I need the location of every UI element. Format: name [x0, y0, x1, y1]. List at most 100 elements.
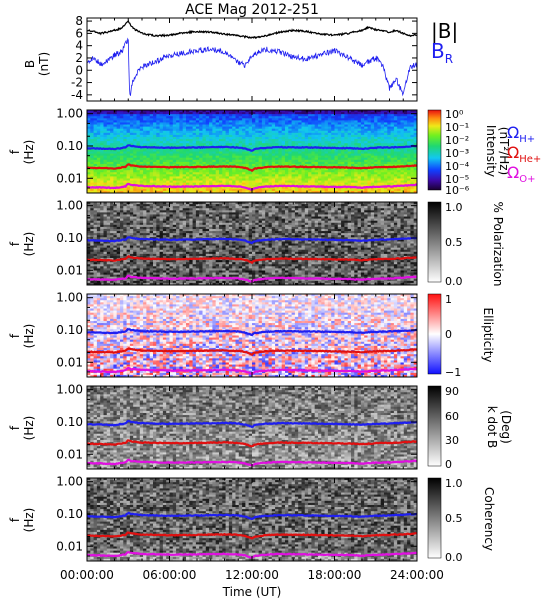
intensity-cell — [261, 132, 266, 136]
intensity-cell — [139, 170, 144, 173]
intensity-cell — [225, 141, 230, 144]
intensity-cell — [120, 190, 124, 194]
intensity-cell — [278, 174, 283, 177]
intensity-cell — [308, 151, 312, 154]
intensity-cell — [146, 174, 151, 177]
intensity-cell — [172, 130, 177, 134]
intensity-cell — [205, 176, 210, 179]
intensity-cell — [252, 134, 256, 138]
intensity-cell — [100, 151, 104, 154]
intensity-cell — [364, 110, 368, 113]
intensity-cell — [225, 157, 230, 161]
intensity-cell — [116, 182, 121, 186]
intensity-cell — [176, 178, 180, 181]
intensity-cell — [275, 124, 279, 128]
intensity-cell — [228, 151, 233, 154]
intensity-cell — [143, 132, 147, 136]
intensity-cell — [159, 188, 164, 192]
intensity-cell — [159, 149, 164, 152]
intensity-cell — [133, 110, 137, 113]
intensity-cell — [311, 168, 316, 171]
intensity-cell — [341, 190, 345, 194]
intensity-cell — [123, 180, 127, 184]
intensity-cell — [123, 114, 127, 117]
intensity-cell — [106, 176, 111, 179]
intensity-cell — [189, 186, 193, 190]
intensity-cell — [149, 172, 154, 175]
intensity-cell — [139, 141, 144, 144]
intensity-cell — [106, 151, 111, 154]
intensity-cell — [357, 153, 362, 157]
intensity-cell — [209, 116, 213, 119]
intensity-cell — [304, 128, 309, 132]
intensity-cell — [258, 122, 263, 125]
intensity-cell — [242, 130, 246, 134]
intensity-cell — [90, 114, 94, 117]
intensity-cell — [110, 134, 114, 138]
intensity-cell — [222, 147, 226, 150]
intensity-cell — [159, 143, 164, 146]
intensity-cell — [215, 112, 220, 115]
intensity-cell — [357, 128, 362, 132]
intensity-cell — [87, 178, 91, 181]
series-line-b-magnitude — [86, 19, 418, 40]
intensity-cell — [334, 114, 339, 117]
intensity-cell — [189, 136, 193, 140]
intensity-cell — [222, 130, 226, 134]
intensity-cell — [268, 128, 273, 132]
intensity-cell — [232, 132, 236, 136]
intensity-cell — [318, 110, 322, 113]
intensity-cell — [370, 136, 375, 140]
intensity-cell — [341, 139, 345, 142]
intensity-cell — [232, 120, 236, 123]
intensity-cell — [242, 118, 246, 121]
intensity-cell — [172, 136, 177, 140]
intensity-cell — [370, 145, 375, 148]
intensity-cell — [93, 132, 98, 136]
intensity-cell — [258, 182, 263, 186]
intensity-cell — [156, 110, 160, 113]
intensity-cell — [242, 161, 246, 165]
intensity-cell — [186, 186, 190, 190]
intensity-cell — [258, 151, 263, 154]
intensity-cell — [113, 136, 118, 140]
intensity-cell — [268, 130, 273, 134]
intensity-cell — [166, 110, 170, 113]
intensity-cell — [110, 136, 114, 140]
intensity-cell — [228, 155, 233, 159]
intensity-cell — [258, 176, 263, 179]
intensity-cell — [360, 190, 365, 194]
intensity-cell — [304, 186, 309, 190]
intensity-cell — [209, 155, 213, 159]
intensity-cell — [235, 153, 240, 157]
intensity-cell — [149, 176, 154, 179]
intensity-cell — [357, 155, 362, 159]
intensity-cell — [235, 182, 240, 186]
intensity-cell — [360, 136, 365, 140]
intensity-cell — [331, 130, 335, 134]
intensity-cell — [321, 188, 325, 192]
intensity-cell — [255, 120, 259, 123]
intensity-cell — [116, 174, 121, 177]
intensity-cell — [281, 110, 286, 113]
intensity-cell — [334, 120, 339, 123]
intensity-cell — [344, 151, 349, 154]
intensity-cell — [106, 120, 111, 123]
intensity-cell — [288, 151, 292, 154]
intensity-cell — [103, 174, 108, 177]
intensity-cell — [189, 122, 193, 125]
intensity-cell — [126, 141, 131, 144]
intensity-cell — [100, 114, 104, 117]
intensity-cell — [189, 141, 193, 144]
intensity-cell — [271, 180, 276, 184]
intensity-cell — [314, 139, 319, 142]
intensity-cell — [258, 155, 263, 159]
intensity-cell — [162, 124, 167, 128]
intensity-cell — [311, 126, 316, 130]
intensity-cell — [146, 130, 151, 134]
intensity-cell — [110, 128, 114, 132]
intensity-cell — [143, 153, 147, 157]
intensity-cell — [90, 139, 94, 142]
intensity-cell — [337, 174, 342, 177]
